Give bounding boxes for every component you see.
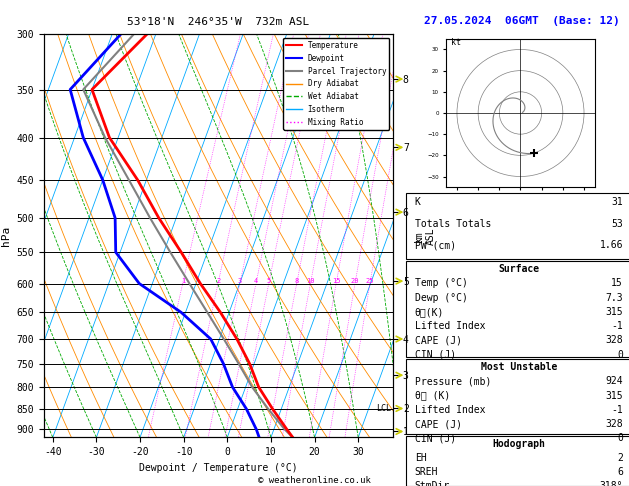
Text: 53: 53 (611, 219, 623, 228)
Text: 4: 4 (254, 278, 258, 283)
Text: 315: 315 (606, 391, 623, 400)
Text: 8: 8 (294, 278, 299, 283)
Text: 3: 3 (238, 278, 242, 283)
Text: Lifted Index: Lifted Index (415, 321, 485, 331)
Text: 328: 328 (606, 335, 623, 346)
Text: Most Unstable: Most Unstable (481, 362, 557, 372)
Text: 924: 924 (606, 376, 623, 386)
Text: 0: 0 (617, 349, 623, 360)
Text: 2: 2 (216, 278, 220, 283)
Text: 2: 2 (617, 453, 623, 463)
Text: 10: 10 (306, 278, 314, 283)
Text: CAPE (J): CAPE (J) (415, 335, 462, 346)
Text: θᴇ (K): θᴇ (K) (415, 391, 450, 400)
Text: EH: EH (415, 453, 426, 463)
FancyBboxPatch shape (406, 359, 629, 434)
X-axis label: Dewpoint / Temperature (°C): Dewpoint / Temperature (°C) (139, 463, 298, 473)
Text: 315: 315 (606, 307, 623, 317)
Text: θᴇ(K): θᴇ(K) (415, 307, 444, 317)
Text: 5: 5 (267, 278, 271, 283)
Text: Pressure (mb): Pressure (mb) (415, 376, 491, 386)
Text: 27.05.2024  06GMT  (Base: 12): 27.05.2024 06GMT (Base: 12) (424, 16, 620, 26)
Text: Temp (°C): Temp (°C) (415, 278, 467, 289)
Text: K: K (415, 197, 421, 207)
Text: CIN (J): CIN (J) (415, 349, 456, 360)
Text: 6: 6 (617, 467, 623, 477)
Text: CIN (J): CIN (J) (415, 433, 456, 443)
Text: Dewp (°C): Dewp (°C) (415, 293, 467, 303)
Text: 1.66: 1.66 (599, 240, 623, 250)
Text: 15: 15 (332, 278, 340, 283)
Text: Hodograph: Hodograph (493, 438, 545, 449)
Text: 25: 25 (366, 278, 374, 283)
Y-axis label: hPa: hPa (1, 226, 11, 246)
Text: CAPE (J): CAPE (J) (415, 419, 462, 429)
Text: 1: 1 (181, 278, 185, 283)
Text: SREH: SREH (415, 467, 438, 477)
Text: 0: 0 (617, 433, 623, 443)
Text: 31: 31 (611, 197, 623, 207)
Text: 53°18'N  246°35'W  732m ASL: 53°18'N 246°35'W 732m ASL (127, 17, 309, 27)
Text: 20: 20 (351, 278, 359, 283)
Text: Totals Totals: Totals Totals (415, 219, 491, 228)
Text: 328: 328 (606, 419, 623, 429)
Text: PW (cm): PW (cm) (415, 240, 456, 250)
Y-axis label: km
ASL: km ASL (415, 227, 436, 244)
Text: StmDir: StmDir (415, 481, 450, 486)
Text: LCL: LCL (376, 404, 391, 413)
Text: 7.3: 7.3 (606, 293, 623, 303)
Text: Surface: Surface (498, 264, 540, 274)
Text: -1: -1 (611, 321, 623, 331)
Text: 318°: 318° (599, 481, 623, 486)
Legend: Temperature, Dewpoint, Parcel Trajectory, Dry Adiabat, Wet Adiabat, Isotherm, Mi: Temperature, Dewpoint, Parcel Trajectory… (283, 38, 389, 130)
Text: Lifted Index: Lifted Index (415, 405, 485, 415)
FancyBboxPatch shape (406, 435, 629, 486)
Text: © weatheronline.co.uk: © weatheronline.co.uk (258, 476, 371, 485)
FancyBboxPatch shape (406, 192, 629, 259)
Text: -1: -1 (611, 405, 623, 415)
Text: 15: 15 (611, 278, 623, 289)
FancyBboxPatch shape (406, 260, 629, 357)
Text: kt: kt (450, 38, 460, 47)
